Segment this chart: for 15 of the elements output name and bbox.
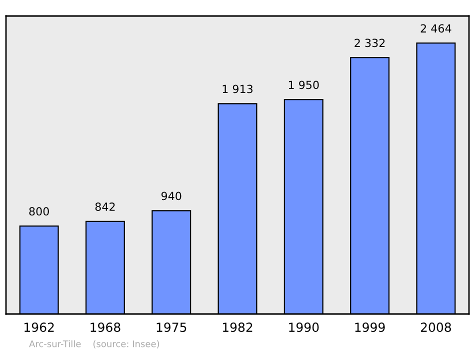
data-label: 1 950 bbox=[288, 80, 319, 90]
x-tick-label: 1999 bbox=[355, 322, 385, 332]
x-tick-label: 1975 bbox=[156, 322, 186, 332]
data-label: 1 913 bbox=[222, 84, 253, 94]
data-label: 2 332 bbox=[354, 38, 385, 48]
x-tick-label: 1982 bbox=[222, 322, 252, 332]
text: Arc-sur-Tille (source: Insee) bbox=[29, 340, 160, 348]
x-tick-label: 1962 bbox=[24, 322, 54, 332]
data-label: 842 bbox=[95, 202, 115, 211]
data-label: 800 bbox=[29, 207, 49, 216]
x-tick-label: 2008 bbox=[420, 322, 451, 332]
x-tick-label: 1990 bbox=[289, 322, 319, 332]
x-tick-label: 1968 bbox=[90, 322, 120, 332]
data-label: 2 464 bbox=[420, 24, 452, 33]
data-label: 940 bbox=[161, 192, 182, 200]
